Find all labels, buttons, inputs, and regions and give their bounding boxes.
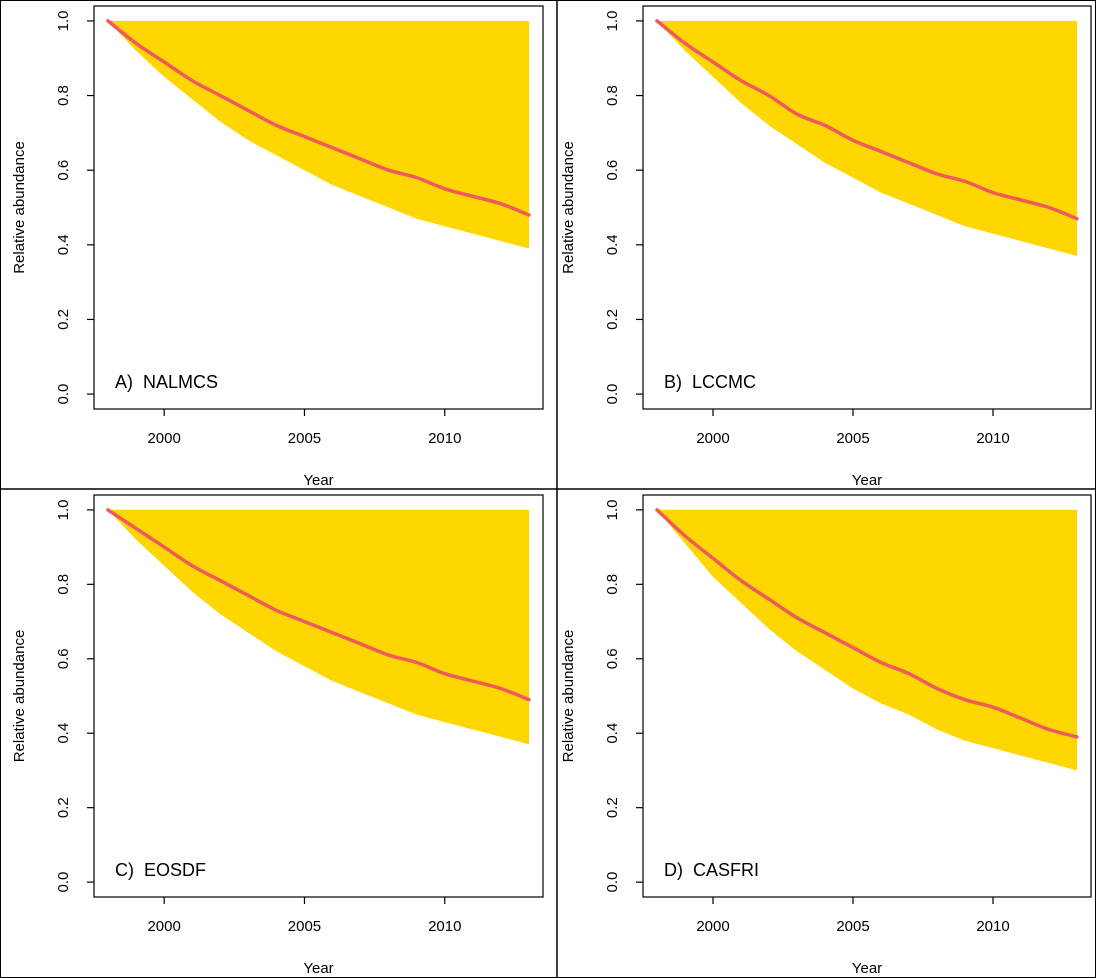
panel-d-y-tick-label: 0.8 — [604, 574, 621, 595]
panel-b-plot-frame — [642, 5, 1092, 410]
panel-b-x-tick-label: 2005 — [836, 430, 869, 447]
panel-d-y-tick-label: 1.0 — [604, 499, 621, 520]
panel-a-abundance-line — [106, 19, 531, 217]
panel-c-x-tick-label: 2000 — [147, 918, 180, 935]
panel-b-label: B) LCCMC — [664, 372, 756, 392]
panel-b-x-axis-title: Year — [852, 472, 882, 489]
panel-b-y-tick-label: 0.8 — [604, 85, 621, 106]
panel-d-y-tick-label: 0.2 — [604, 797, 621, 818]
panel-d-x-axis-title: Year — [852, 960, 882, 977]
panel-d-y-axis-title: Relative abundance — [560, 630, 577, 763]
panel-c-y-tick-label: 0.4 — [55, 723, 72, 744]
panel-d-plot-frame — [642, 494, 1092, 898]
panel-c-label: C) EOSDF — [115, 860, 206, 880]
panel-a-y-axis-title: Relative abundance — [11, 141, 28, 274]
panel-c-abundance-line — [106, 508, 531, 702]
panel-c-y-tick-label: 0.2 — [55, 797, 72, 818]
panel-a-plot-frame — [93, 5, 544, 410]
panel-a-label: A) NALMCS — [115, 372, 218, 392]
panel-c-y-axis-title: Relative abundance — [11, 630, 28, 763]
panel-b: 2000 2005 2010 0.0 0.2 0.4 0.6 0.8 1.0 Year Relati… — [560, 5, 1092, 489]
panel-a-y-tick-label: 0.0 — [55, 384, 72, 405]
panel-c-x-tick-label: 2010 — [428, 918, 461, 935]
panel-c-y-tick-label: 0.6 — [55, 648, 72, 669]
panel-c-plot-frame — [93, 494, 544, 898]
panel-b-x-tick-label: 2010 — [976, 430, 1009, 447]
panel-a-x-tick-label: 2005 — [288, 430, 321, 447]
panel-d-y-tick-label: 0.4 — [604, 723, 621, 744]
panel-d-y-tick-label: 0.6 — [604, 648, 621, 669]
panel-d-label: D) CASFRI — [664, 860, 759, 880]
panel-a-y-tick-label: 0.2 — [55, 309, 72, 330]
panel-d-abundance-line — [655, 508, 1079, 739]
panel-c-y-tick-label: 0.0 — [55, 872, 72, 893]
panel-b-y-axis-title: Relative abundance — [560, 141, 577, 274]
panel-b-x-tick-label: 2000 — [696, 430, 729, 447]
panel-b-y-tick-label: 1.0 — [604, 10, 621, 31]
panel-a-y-tick-label: 0.4 — [55, 234, 72, 255]
panel-c: 2000 2005 2010 0.0 0.2 0.4 0.6 0.8 1.0 Year Relati… — [11, 494, 544, 977]
panel-a-y-tick-label: 1.0 — [55, 10, 72, 31]
panel-a-y-tick-label: 0.8 — [55, 85, 72, 106]
panel-d: 2000 2005 2010 0.0 0.2 0.4 0.6 0.8 1.0 Year Relati… — [560, 494, 1092, 977]
panel-a-x-tick-label: 2000 — [147, 430, 180, 447]
panel-d-y-tick-label: 0.0 — [604, 872, 621, 893]
panel-b-y-tick-label: 0.6 — [604, 160, 621, 181]
panel-a-x-tick-label: 2010 — [428, 430, 461, 447]
panel-a-confidence-band — [108, 20, 529, 249]
panel-b-abundance-line — [655, 19, 1079, 221]
panel-d-x-tick-label: 2000 — [696, 918, 729, 935]
panel-c-x-tick-label: 2005 — [288, 918, 321, 935]
panel-c-y-tick-label: 0.8 — [55, 574, 72, 595]
panel-b-confidence-band — [657, 20, 1077, 257]
panel-a: 2000 2005 2010 0.0 0.2 0.4 0.6 0.8 1.0 Year Relati… — [11, 5, 544, 489]
panel-d-confidence-band — [657, 509, 1077, 771]
panel-b-y-tick-label: 0.2 — [604, 309, 621, 330]
panel-b-y-tick-label: 0.4 — [604, 234, 621, 255]
panel-d-x-tick-label: 2010 — [976, 918, 1009, 935]
panel-a-x-axis-title: Year — [303, 472, 333, 489]
panel-b-y-tick-label: 0.0 — [604, 384, 621, 405]
panel-c-y-tick-label: 1.0 — [55, 499, 72, 520]
panel-c-x-axis-title: Year — [303, 960, 333, 977]
panel-a-y-tick-label: 0.6 — [55, 160, 72, 181]
panel-d-x-tick-label: 2005 — [836, 918, 869, 935]
